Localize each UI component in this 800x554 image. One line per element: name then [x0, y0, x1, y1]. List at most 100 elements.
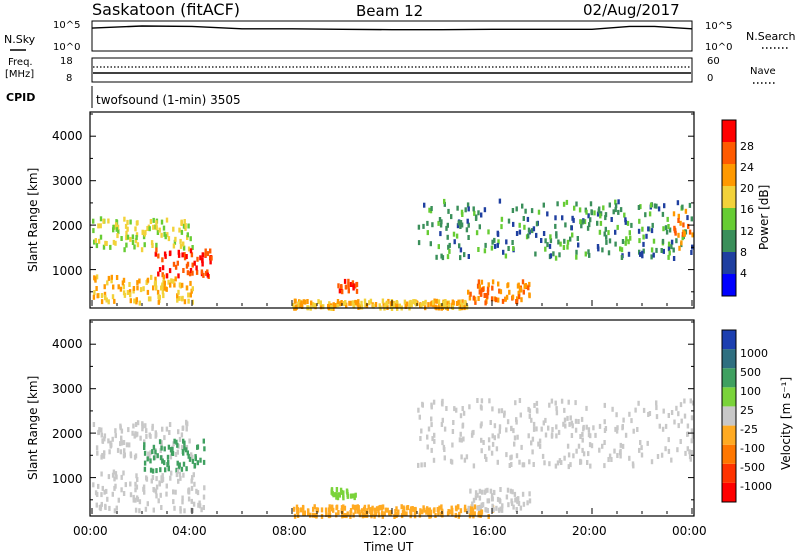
velocity-cell [187, 496, 191, 502]
velocity-cell [664, 446, 667, 452]
velocity-cell [335, 487, 339, 492]
velocity-cell [563, 407, 566, 413]
velocity-cell [566, 443, 570, 449]
velocity-colorbar-segment [722, 387, 736, 407]
power-cell [334, 303, 337, 308]
power-cell [92, 294, 96, 300]
velocity-cell [185, 421, 188, 427]
power-cell [566, 239, 570, 245]
velocity-cell [187, 489, 190, 495]
power-cell [187, 223, 190, 229]
power-cell [206, 272, 209, 278]
power-cell [528, 292, 531, 298]
power-cell [182, 268, 185, 273]
velocity-cell [639, 440, 642, 445]
power-cell [165, 286, 168, 292]
power-cell [599, 220, 603, 226]
velocity-cell [677, 423, 680, 429]
velocity-cell [567, 399, 570, 405]
power-cell [480, 279, 484, 285]
velocity-cell [587, 451, 590, 457]
velocity-cell [544, 417, 547, 423]
power-cell [580, 223, 583, 229]
power-cell [135, 235, 138, 240]
power-cell [170, 278, 173, 284]
power-cbar-tick-24: 24 [740, 161, 754, 174]
power-cell [563, 238, 566, 244]
power-cell [148, 226, 151, 232]
velocity-cell [340, 489, 343, 495]
velocity-cell [531, 449, 534, 455]
power-cell [672, 256, 676, 261]
velocity-cell [143, 450, 147, 456]
velocity-cell [661, 426, 665, 432]
velocity-cell [418, 512, 422, 518]
power-cell [301, 304, 304, 309]
power-cell [478, 284, 481, 290]
velocity-cell [151, 449, 154, 455]
velocity-cell [555, 433, 558, 439]
velocity-cell [332, 507, 335, 513]
power-cell [345, 302, 348, 308]
power-cell [176, 293, 179, 299]
velocity-cell [530, 440, 533, 446]
power-cell [690, 250, 693, 255]
power-cell [172, 243, 176, 249]
velocity-cell [120, 474, 123, 480]
velocity-cell [167, 466, 170, 472]
velocity-cell [433, 432, 436, 438]
power-cell [420, 303, 423, 308]
velocity-cell [437, 511, 440, 517]
velocity-cell [571, 423, 574, 429]
velocity-cell [527, 406, 530, 412]
power-cell [664, 225, 668, 231]
power-cell [177, 273, 180, 279]
velocity-cell [691, 400, 695, 406]
power-cell [126, 219, 129, 225]
velocity-cell [142, 486, 145, 492]
power-cell [667, 254, 670, 260]
velocity-cell [134, 507, 138, 513]
power-cell [158, 227, 161, 233]
velocity-cell [540, 426, 543, 432]
velocity-cell [120, 428, 124, 434]
velocity-cell [379, 504, 382, 510]
velocity-cell [190, 498, 193, 504]
power-cell [156, 289, 160, 295]
power-cell [174, 236, 177, 242]
velocity-cell [676, 447, 679, 453]
velocity-cell [621, 425, 624, 431]
power-cell [486, 290, 490, 296]
velocity-cell [636, 427, 639, 432]
velocity-cell [582, 451, 586, 457]
power-cell [499, 289, 503, 295]
velocity-cell [526, 500, 529, 506]
power-cell [432, 300, 435, 306]
power-cell [182, 241, 185, 247]
velocity-cell [670, 457, 673, 463]
velocity-cell [165, 426, 169, 432]
velocity-cell [353, 505, 356, 510]
velocity-y-ticks [90, 321, 694, 501]
power-cell [677, 232, 680, 238]
power-cell [584, 251, 587, 257]
power-cell [630, 222, 633, 228]
velocity-cell [193, 481, 196, 487]
velocity-cell [141, 421, 144, 427]
power-y-tick-3000: 3000 [52, 174, 83, 188]
power-cell [565, 199, 569, 205]
velocity-cell [426, 444, 429, 450]
velocity-cell [96, 450, 99, 456]
velocity-cell [132, 497, 135, 503]
velocity-cell [432, 457, 436, 463]
power-cell [174, 276, 177, 282]
power-cell [497, 281, 500, 287]
velocity-cell [532, 462, 535, 467]
velocity-cell [519, 505, 523, 511]
velocity-cell [481, 502, 485, 508]
velocity-cell [640, 445, 643, 451]
velocity-cell [569, 462, 572, 468]
velocity-cell [132, 423, 135, 429]
velocity-cell [478, 495, 482, 501]
frequency-panel: Freq. [MHz] 18 8 60 0 Nave [5, 56, 776, 84]
